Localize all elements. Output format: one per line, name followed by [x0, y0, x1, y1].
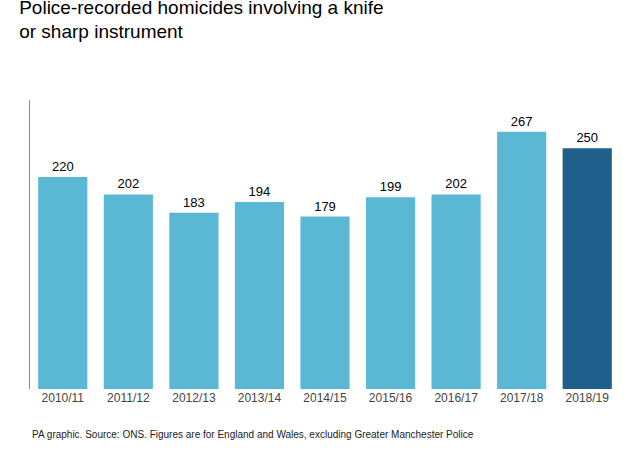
svg-text:183: 183 — [183, 195, 205, 210]
svg-text:199: 199 — [380, 179, 402, 194]
svg-text:220: 220 — [52, 159, 74, 174]
svg-text:2016/17: 2016/17 — [434, 391, 478, 405]
svg-text:2015/16: 2015/16 — [369, 391, 413, 405]
svg-text:2012/13: 2012/13 — [172, 391, 216, 405]
svg-text:PA graphic. Source: ONS. Figur: PA graphic. Source: ONS. Figures are for… — [32, 429, 474, 440]
svg-text:2010/11: 2010/11 — [42, 391, 85, 405]
svg-text:202: 202 — [445, 176, 467, 191]
svg-text:2017/18: 2017/18 — [500, 391, 544, 405]
svg-text:267: 267 — [511, 114, 533, 129]
svg-text:2011/12: 2011/12 — [107, 391, 150, 405]
svg-text:2018/19: 2018/19 — [566, 391, 610, 405]
svg-text:2014/15: 2014/15 — [303, 391, 347, 405]
svg-text:202: 202 — [117, 176, 139, 191]
svg-text:250: 250 — [576, 130, 598, 145]
svg-text:194: 194 — [249, 184, 271, 199]
svg-text:179: 179 — [314, 199, 336, 214]
svg-text:Police-recorded homicides invo: Police-recorded homicides involving a kn… — [19, 0, 383, 42]
svg-text:2013/14: 2013/14 — [238, 391, 282, 405]
